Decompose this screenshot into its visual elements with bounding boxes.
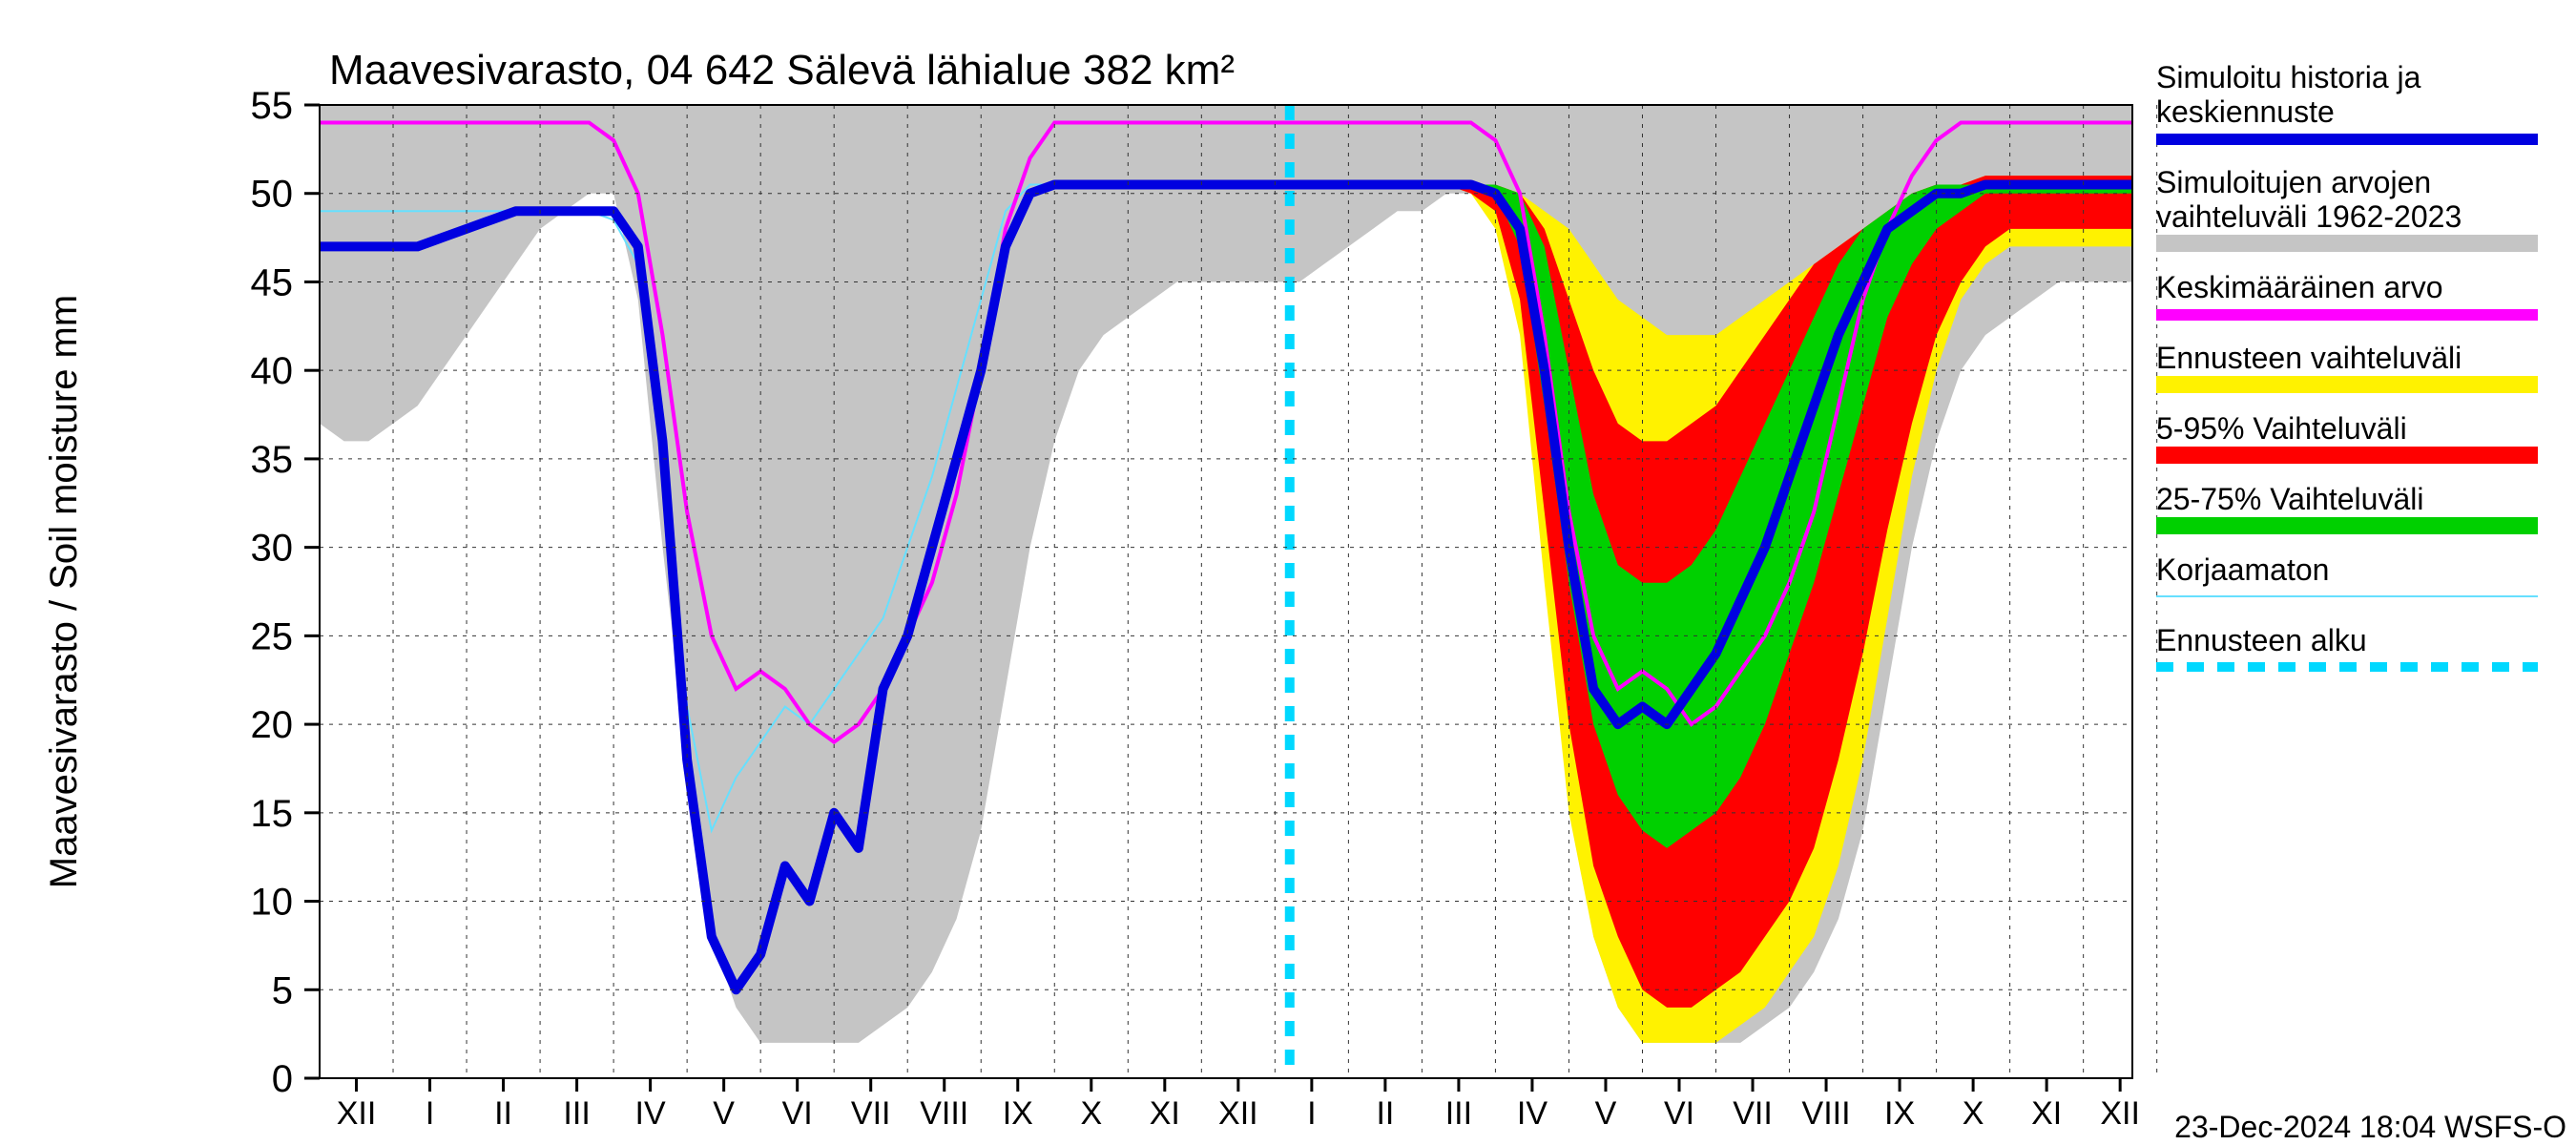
legend-label: Simuloitujen arvojen	[2156, 165, 2431, 199]
x-tick-label: X	[1963, 1095, 1984, 1132]
x-tick-label: XI	[1150, 1095, 1180, 1132]
x-tick-label: XII	[337, 1095, 377, 1132]
x-tick-label: IX	[1003, 1095, 1033, 1132]
y-tick-label: 45	[251, 261, 294, 303]
legend-swatch	[2156, 309, 2538, 321]
y-tick-label: 40	[251, 350, 294, 392]
legend-swatch	[2156, 235, 2538, 252]
legend-swatch	[2156, 376, 2538, 393]
x-tick-label: V	[1595, 1095, 1617, 1132]
x-tick-label: V	[713, 1095, 735, 1132]
x-tick-label: I	[426, 1095, 434, 1132]
x-tick-label: VI	[782, 1095, 813, 1132]
y-tick-label: 50	[251, 174, 294, 216]
legend-label: 25-75% Vaihteluväli	[2156, 482, 2423, 516]
chart-title: Maavesivarasto, 04 642 Sälevä lähialue 3…	[329, 47, 1235, 94]
x-tick-label: XI	[2031, 1095, 2062, 1132]
x-tick-label: IX	[1884, 1095, 1915, 1132]
x-tick-label: II	[1376, 1095, 1394, 1132]
x-tick-label: XII	[1218, 1095, 1258, 1132]
x-tick-label: VII	[1733, 1095, 1773, 1132]
chart-footer: 23-Dec-2024 18:04 WSFS-O	[2174, 1110, 2566, 1144]
y-tick-label: 15	[251, 793, 294, 835]
legend-label: 5-95% Vaihteluväli	[2156, 411, 2407, 446]
x-tick-label: VII	[851, 1095, 891, 1132]
x-tick-label: X	[1080, 1095, 1102, 1132]
x-year-label: 2024	[449, 1141, 522, 1145]
legend-label: vaihteluväli 1962-2023	[2156, 199, 2462, 234]
x-tick-label: III	[563, 1095, 590, 1132]
x-tick-label: II	[494, 1095, 512, 1132]
legend-swatch	[2156, 447, 2538, 464]
legend-label: Ennusteen vaihteluväli	[2156, 341, 2462, 375]
y-tick-label: 30	[251, 528, 294, 570]
legend-swatch	[2156, 134, 2538, 145]
x-tick-label: IV	[1517, 1095, 1548, 1132]
x-tick-label: I	[1307, 1095, 1316, 1132]
legend-label: keskiennuste	[2156, 94, 2335, 129]
x-tick-label: XII	[2100, 1095, 2140, 1132]
x-year-label: 2025	[1331, 1141, 1403, 1145]
legend-swatch	[2156, 517, 2538, 534]
y-tick-label: 20	[251, 704, 294, 746]
x-tick-label: VIII	[920, 1095, 968, 1132]
y-tick-label: 10	[251, 882, 294, 924]
chart-container: 0510152025303540455055XIIIIIIIIIVVVIVIIV…	[0, 0, 2576, 1145]
soil-moisture-chart: 0510152025303540455055XIIIIIIIIIVVVIVIIV…	[0, 0, 2576, 1145]
x-tick-label: VIII	[1802, 1095, 1851, 1132]
legend-label: Ennusteen alku	[2156, 623, 2367, 657]
y-tick-label: 0	[272, 1058, 293, 1100]
y-tick-label: 5	[272, 969, 293, 1011]
x-tick-label: VI	[1664, 1095, 1694, 1132]
x-tick-label: III	[1445, 1095, 1472, 1132]
legend-label: Simuloitu historia ja	[2156, 60, 2421, 94]
y-axis-label: Maavesivarasto / Soil moisture mm	[43, 295, 85, 888]
y-tick-label: 25	[251, 615, 294, 657]
x-tick-label: IV	[635, 1095, 666, 1132]
y-tick-label: 35	[251, 439, 294, 481]
y-tick-label: 55	[251, 85, 294, 127]
legend-label: Keskimääräinen arvo	[2156, 270, 2443, 304]
legend-label: Korjaamaton	[2156, 552, 2329, 587]
